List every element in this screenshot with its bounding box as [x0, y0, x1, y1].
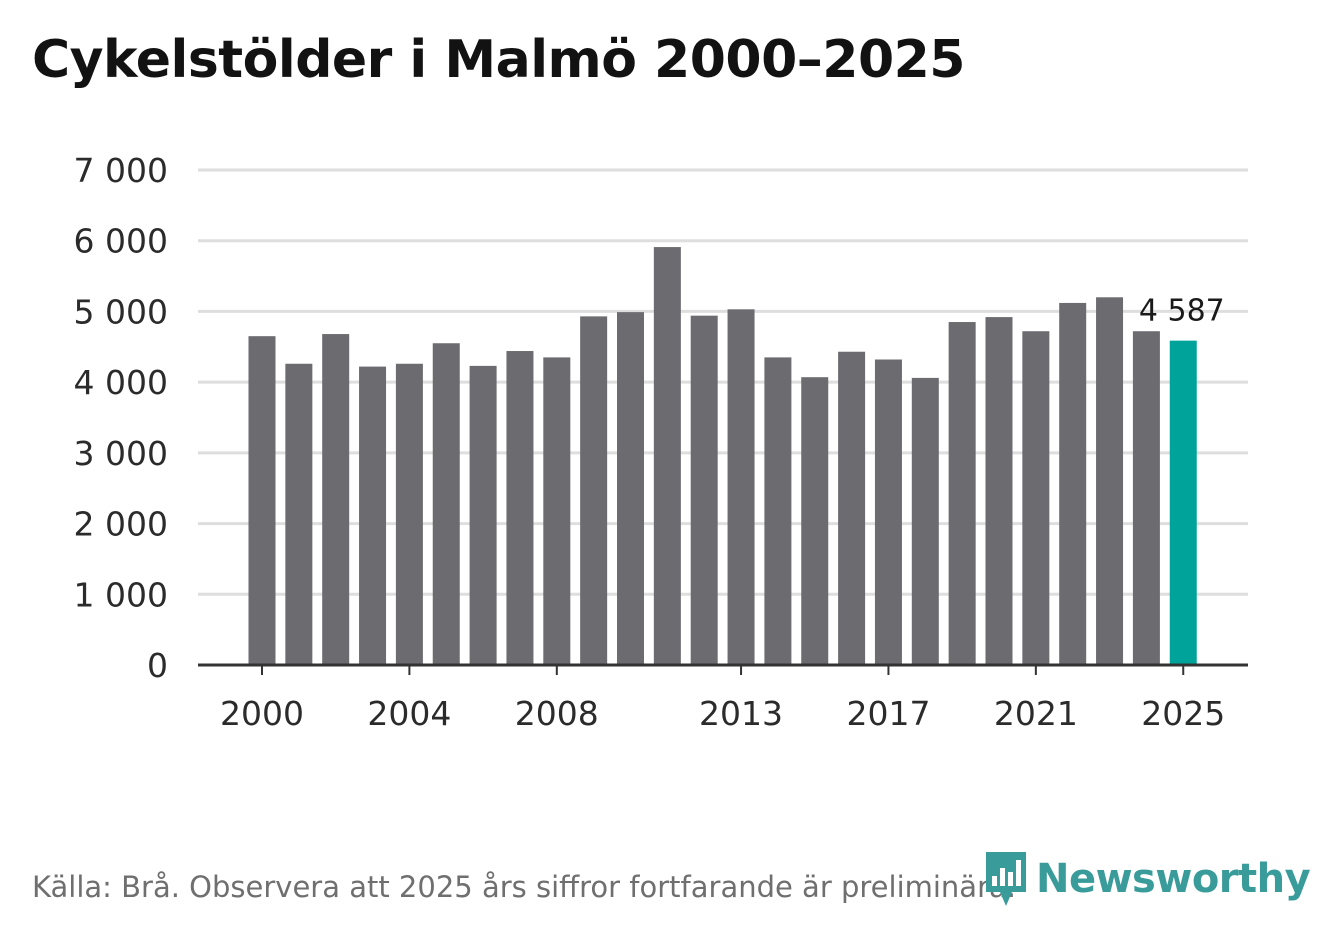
bar-2017[interactable] [874, 359, 902, 665]
y-tick-label: 3 000 [74, 434, 168, 473]
x-tick-label: 2025 [1141, 694, 1225, 733]
bar-chart: 0 1 000 2 000 3 000 4 000 5 000 6 000 7 000 200… [74, 151, 1248, 733]
y-tick-label: 7 000 [74, 151, 168, 190]
bar-2013[interactable] [727, 309, 755, 665]
bar-2000[interactable] [248, 336, 276, 665]
bar-2004[interactable] [395, 363, 423, 665]
y-tick-label: 4 000 [74, 363, 168, 402]
bar-2018[interactable] [911, 377, 939, 665]
value-label-2025: 4 587 [1139, 294, 1225, 329]
logo-text: Newsworthy [1036, 856, 1311, 902]
newsworthy-logo[interactable]: Newsworthy [982, 848, 1311, 910]
bar-2005[interactable] [432, 343, 460, 665]
y-tick-label: 5 000 [74, 292, 168, 331]
bar-2008[interactable] [543, 357, 571, 665]
bar-2001[interactable] [285, 363, 313, 665]
y-tick-label: 2 000 [74, 505, 168, 544]
bar-2023[interactable] [1096, 297, 1124, 665]
x-tick-label: 2004 [367, 694, 451, 733]
bar-2016[interactable] [838, 351, 866, 665]
bar-2022[interactable] [1059, 302, 1087, 665]
x-tick-label: 2013 [699, 694, 783, 733]
y-tick-label: 0 [147, 646, 168, 685]
bar-2007[interactable] [506, 351, 534, 665]
bar-2014[interactable] [764, 357, 792, 665]
bar-2020[interactable] [985, 317, 1013, 665]
bar-2002[interactable] [322, 334, 350, 665]
grid-lines [198, 168, 1248, 596]
x-tick-label: 2008 [515, 694, 599, 733]
x-tick-label: 2017 [846, 694, 930, 733]
chart-title: Cykelstölder i Malmö 2000–2025 [32, 30, 965, 90]
bar-2021[interactable] [1022, 331, 1050, 665]
bar-2019[interactable] [948, 322, 976, 665]
bar-2025[interactable] [1169, 340, 1197, 665]
bar-2003[interactable] [359, 366, 387, 665]
newsworthy-logo-icon [986, 852, 1026, 906]
data-labels: 4 587 [1139, 294, 1225, 329]
bar-2015[interactable] [801, 377, 829, 665]
bar-2012[interactable] [690, 315, 718, 665]
x-tick-label: 2021 [994, 694, 1078, 733]
x-tick-label: 2000 [220, 694, 304, 733]
x-axis-ticks: 2000 2004 2008 2013 2017 2021 2025 [220, 665, 1225, 733]
y-tick-label: 6 000 [74, 222, 168, 261]
bar-2010[interactable] [617, 312, 644, 665]
bar-2011[interactable] [653, 247, 681, 666]
bar-2009[interactable] [580, 316, 608, 665]
source-note: Källa: Brå. Observera att 2025 års siffr… [32, 870, 1016, 904]
bar-2006[interactable] [469, 365, 497, 665]
y-axis-ticks: 0 1 000 2 000 3 000 4 000 5 000 6 000 7 000 [74, 151, 168, 685]
y-tick-label: 1 000 [74, 575, 168, 614]
bars [248, 247, 1197, 666]
bar-2024[interactable] [1132, 331, 1160, 665]
